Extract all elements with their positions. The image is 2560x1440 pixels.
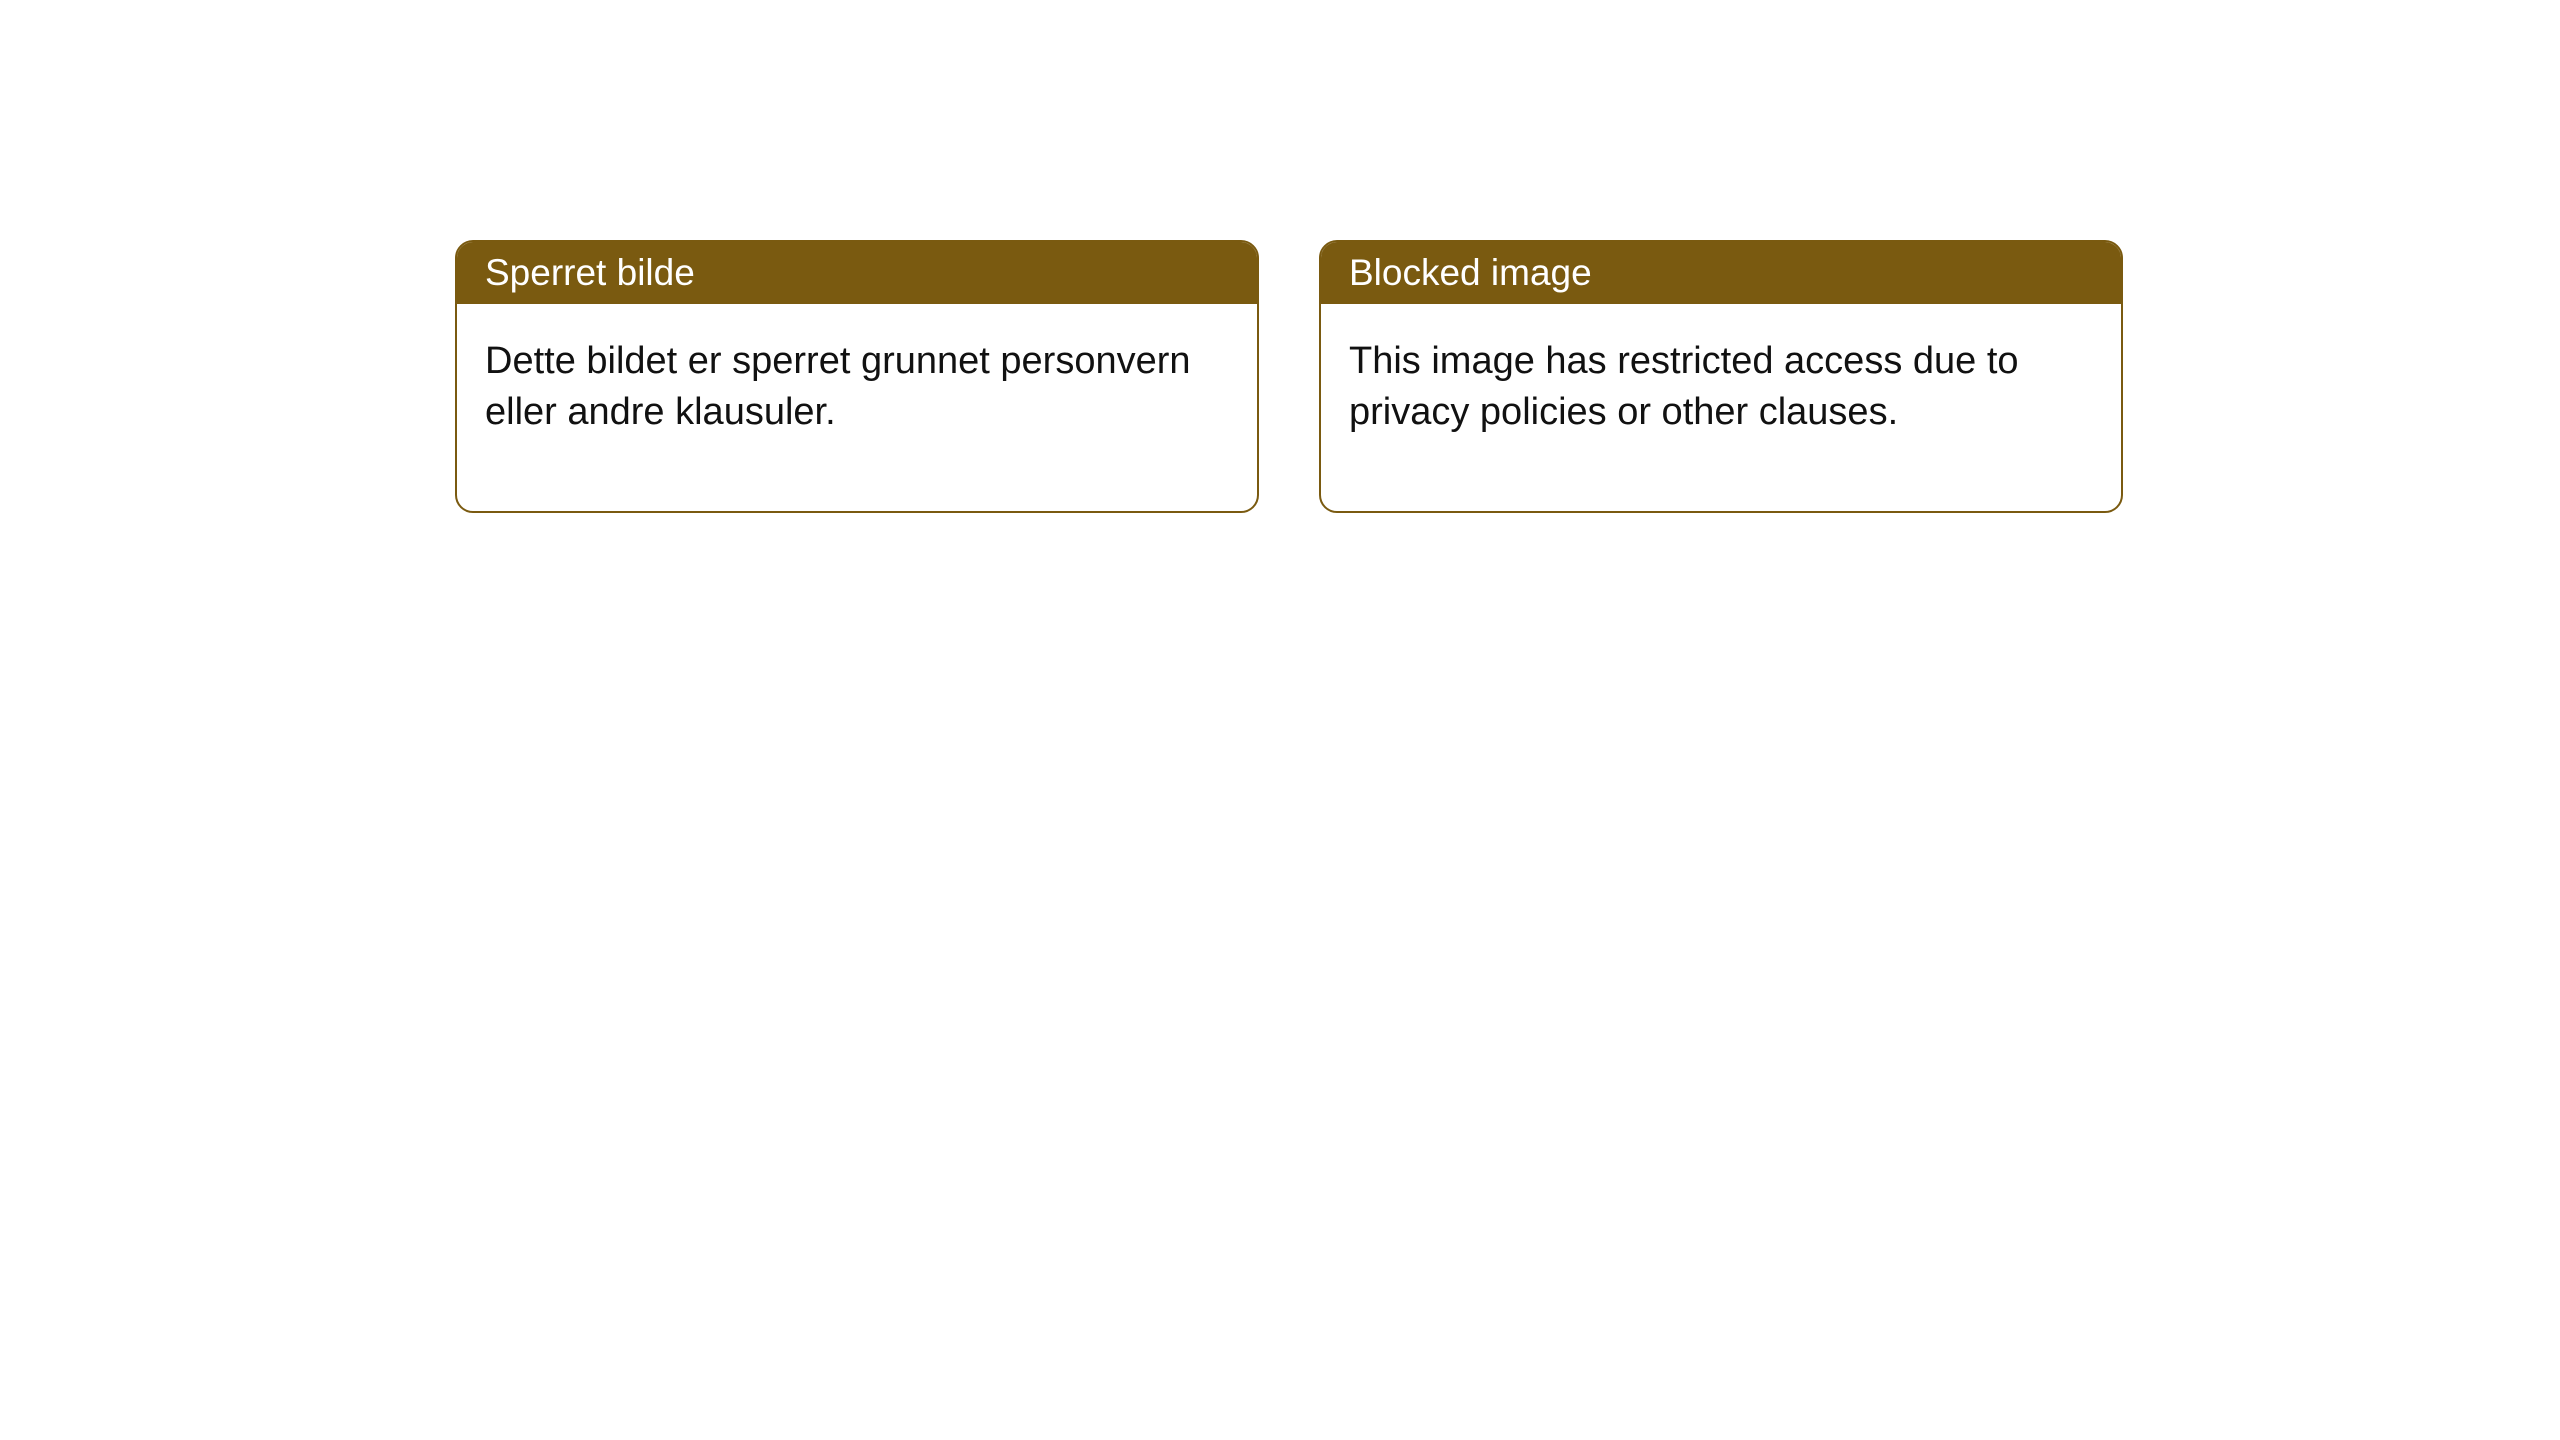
card-body: This image has restricted access due to … xyxy=(1321,304,2121,511)
card-body: Dette bildet er sperret grunnet personve… xyxy=(457,304,1257,511)
notice-container: Sperret bilde Dette bildet er sperret gr… xyxy=(0,0,2560,513)
card-header: Blocked image xyxy=(1321,242,2121,304)
notice-card-english: Blocked image This image has restricted … xyxy=(1319,240,2123,513)
card-title: Blocked image xyxy=(1349,252,1592,293)
card-body-text: Dette bildet er sperret grunnet personve… xyxy=(485,340,1191,433)
card-header: Sperret bilde xyxy=(457,242,1257,304)
notice-card-norwegian: Sperret bilde Dette bildet er sperret gr… xyxy=(455,240,1259,513)
card-title: Sperret bilde xyxy=(485,252,695,293)
card-body-text: This image has restricted access due to … xyxy=(1349,340,2019,433)
